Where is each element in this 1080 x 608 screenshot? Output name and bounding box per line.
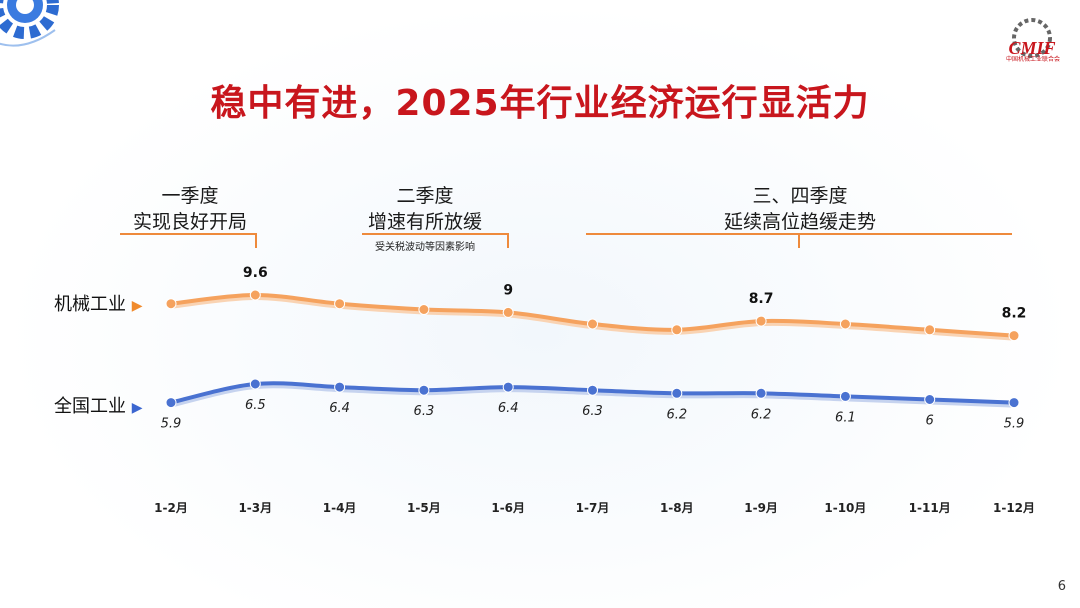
gear-icon	[0, 0, 59, 47]
phase-q2-line2: 增速有所放缓	[367, 211, 482, 233]
phase-q2-note: 受关税波动等因素影响	[375, 242, 475, 253]
data-label: 5.9	[1004, 417, 1025, 432]
data-label: 6.2	[751, 407, 772, 422]
x-tick-label: 1-10月	[824, 501, 867, 515]
svg-text:CMIF: CMIF	[1008, 38, 1055, 58]
data-label: 6.5	[245, 398, 266, 413]
data-point	[334, 381, 346, 393]
data-point	[1008, 397, 1020, 409]
data-label: 6.4	[498, 401, 519, 416]
play-icon: ▶	[131, 298, 143, 314]
data-point	[839, 390, 851, 402]
x-tick-label: 1-2月	[154, 501, 188, 515]
data-label: 6.1	[835, 410, 856, 425]
data-point	[671, 324, 683, 336]
data-label: 6.4	[329, 401, 350, 416]
data-point	[1008, 330, 1020, 342]
data-point	[502, 381, 514, 393]
data-point	[418, 384, 430, 396]
bracket-q1	[120, 233, 257, 248]
data-point	[165, 298, 177, 310]
data-label: 6.3	[414, 404, 435, 419]
data-point	[587, 384, 598, 396]
page-number: 6	[1057, 579, 1066, 594]
data-point	[924, 324, 936, 336]
x-tick-label: 1-7月	[575, 501, 610, 515]
logo-subtitle: 中国机械工业联合会	[1005, 56, 1060, 63]
x-tick-label: 1-5月	[407, 501, 441, 515]
bracket-q2	[362, 233, 509, 248]
data-label: 8.2	[1002, 306, 1027, 322]
series-label-national: 全国工业 ▶	[54, 392, 143, 418]
phase-q34-line2: 延续高位趋缓走势	[723, 211, 876, 233]
page-title: 稳中有进，2025年行业经济运行显活力	[210, 83, 870, 124]
data-label: 6.2	[666, 407, 687, 422]
data-point	[334, 298, 346, 310]
phase-q34-line1: 三、四季度	[752, 185, 848, 207]
data-point	[502, 306, 514, 318]
data-label: 9.6	[243, 265, 268, 281]
x-tick-label: 1-6月	[491, 501, 526, 515]
series-label-machinery-text: 机械工业	[54, 294, 126, 315]
x-tick-label: 1-3月	[238, 501, 273, 515]
cmif-logo: CMIF	[1008, 18, 1056, 58]
series-label-national-text: 全国工业	[54, 396, 126, 417]
x-tick-label: 1-12月	[992, 501, 1036, 515]
x-tick-label: 1-11月	[908, 501, 951, 515]
data-point	[249, 289, 261, 301]
data-point	[671, 387, 683, 399]
data-label: 9	[503, 282, 513, 298]
data-label: 6.3	[582, 404, 603, 419]
data-point	[755, 387, 767, 399]
data-point	[418, 304, 430, 315]
x-tick-label: 1-8月	[659, 501, 694, 515]
phase-q1-line1: 一季度	[161, 185, 219, 207]
data-point	[924, 394, 936, 405]
data-label: 5.9	[161, 417, 182, 432]
data-point	[587, 318, 598, 330]
series-shadow-0	[170, 295, 1015, 341]
phase-q2: 二季度 增速有所放缓 受关税波动等因素影响	[340, 183, 510, 255]
phase-q2-line1: 二季度	[396, 185, 454, 207]
data-label: 6	[926, 414, 934, 429]
x-tick-label: 1-9月	[744, 501, 778, 515]
data-point	[839, 318, 851, 330]
data-label: 8.7	[749, 291, 774, 307]
data-point	[165, 397, 177, 409]
phase-q1: 一季度 实现良好开局	[110, 183, 270, 235]
phase-q34: 三、四季度 延续高位趋缓走势	[690, 183, 910, 235]
x-tick-label: 1-4月	[322, 501, 357, 515]
data-point	[249, 378, 261, 390]
series-label-machinery: 机械工业 ▶	[54, 290, 143, 316]
data-point	[755, 315, 767, 327]
phase-q1-line2: 实现良好开局	[132, 211, 247, 233]
play-icon: ▶	[131, 400, 143, 416]
